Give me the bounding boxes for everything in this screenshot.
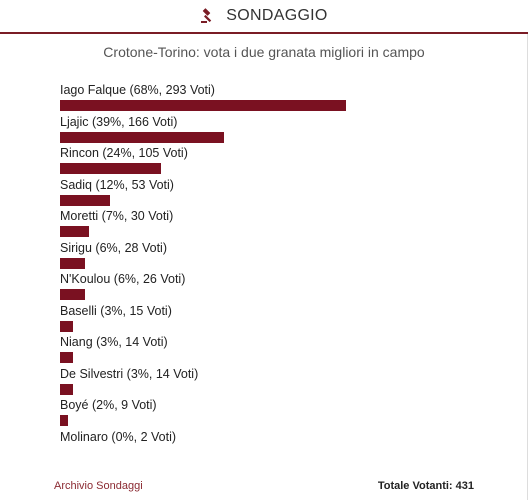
poll-option: Niang (3%, 14 Voti)	[60, 334, 500, 366]
poll-option: Boyé (2%, 9 Voti)	[60, 397, 500, 429]
poll-bar-track	[60, 257, 480, 269]
archive-link[interactable]: Archivio Sondaggi	[54, 480, 143, 492]
poll-bar	[60, 257, 85, 269]
poll-option-label: Niang (3%, 14 Voti)	[60, 335, 168, 349]
poll-option: Baselli (3%, 15 Voti)	[60, 303, 500, 335]
poll-option-label: Molinaro (0%, 2 Voti)	[60, 429, 177, 444]
poll-option: Ljajic (39%, 166 Voti)	[60, 114, 500, 146]
poll-option: De Silvestri (3%, 14 Voti)	[60, 366, 500, 398]
poll-option-label: Boyé (2%, 9 Voti)	[60, 398, 157, 412]
poll-option: Iago Falque (68%, 293 Voti)	[60, 82, 500, 114]
poll-bar-track	[60, 131, 480, 143]
poll-option-label: Sirigu (6%, 28 Voti)	[60, 240, 167, 255]
poll-option-label: N'Koulou (6%, 26 Voti)	[60, 272, 186, 286]
poll-bar-track	[60, 163, 480, 174]
poll-bar-track	[60, 320, 480, 332]
poll-bar-track	[60, 194, 480, 206]
poll-bar-track	[60, 100, 480, 111]
total-voters: Totale Votanti: 431	[377, 480, 474, 492]
poll-question: Crotone-Torino: vota i due granata migli…	[103, 44, 425, 60]
poll-bar	[60, 415, 68, 426]
poll-option-label: Rincon (24%, 105 Voti)	[60, 146, 188, 160]
gavel-icon	[200, 8, 216, 24]
poll-option: Sirigu (6%, 28 Voti)	[60, 240, 500, 272]
poll-option: Sadiq (12%, 53 Voti)	[60, 177, 500, 209]
poll-option-label: Moretti (7%, 30 Voti)	[60, 209, 174, 223]
poll-bar	[60, 289, 85, 300]
poll-bar	[60, 226, 89, 237]
poll-option-label: Ljajic (39%, 166 Voti)	[60, 114, 178, 129]
poll-bar-track	[60, 383, 480, 395]
poll-option-label: Baselli (3%, 15 Voti)	[60, 303, 172, 318]
poll-bar-track	[60, 289, 480, 300]
poll-bar-track	[60, 415, 480, 426]
poll-option-label: De Silvestri (3%, 14 Voti)	[60, 366, 199, 381]
poll-options: Iago Falque (68%, 293 Voti) Ljajic (39%, …	[60, 82, 500, 460]
poll-header: SONDAGGIO	[0, 0, 528, 34]
poll-footer: Archivio Sondaggi Totale Votanti: 431	[0, 480, 528, 496]
poll-bar-track	[60, 352, 480, 363]
poll-bar-track	[60, 226, 480, 237]
poll-option-label: Sadiq (12%, 53 Voti)	[60, 177, 174, 192]
poll-bar	[60, 100, 346, 111]
poll-option: Molinaro (0%, 2 Voti)	[60, 429, 500, 461]
poll-option: Rincon (24%, 105 Voti)	[60, 145, 500, 177]
poll-bar	[60, 383, 73, 395]
poll-option: N'Koulou (6%, 26 Voti)	[60, 271, 500, 303]
poll-bar	[60, 194, 110, 206]
poll-bar	[60, 352, 73, 363]
poll-bar	[60, 320, 73, 332]
poll-bar	[60, 163, 161, 174]
poll-option: Moretti (7%, 30 Voti)	[60, 208, 500, 240]
poll-title: SONDAGGIO	[226, 7, 328, 24]
poll-option-label: Iago Falque (68%, 293 Voti)	[60, 83, 215, 97]
poll-bar	[60, 131, 224, 143]
poll-bar-track	[60, 447, 480, 458]
